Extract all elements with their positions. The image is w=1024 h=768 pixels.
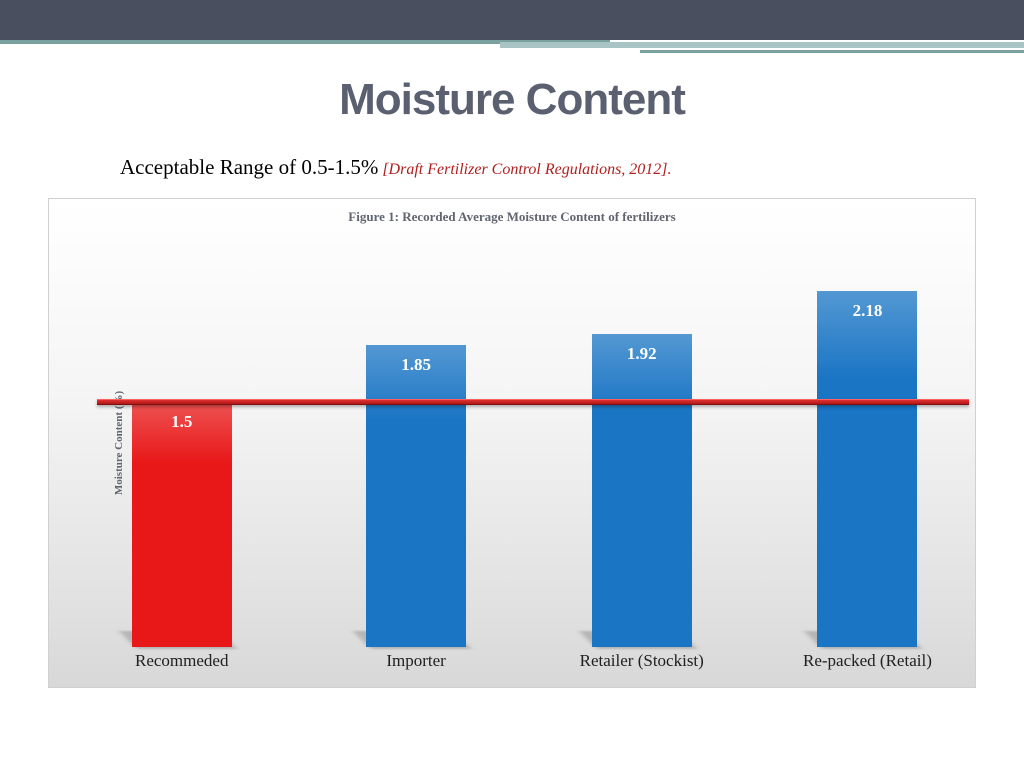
plot-area: 1.5 1.85 1.92 2.18: [97, 239, 965, 647]
header-bar: [0, 0, 1024, 40]
x-label-0: Recommeded: [92, 651, 272, 671]
subtitle-reference: [Draft Fertilizer Control Regulations, 2…: [382, 161, 671, 178]
bar-3: 2.18: [817, 291, 917, 647]
subtitle: Acceptable Range of 0.5-1.5% [Draft Fert…: [120, 155, 1024, 180]
bar-1: 1.85: [366, 345, 466, 647]
chart-title: Figure 1: Recorded Average Moisture Cont…: [49, 199, 975, 231]
x-label-3: Re-packed (Retail): [777, 651, 957, 671]
subtitle-main: Acceptable Range of 0.5-1.5%: [120, 155, 378, 179]
bar-chart: Figure 1: Recorded Average Moisture Cont…: [48, 198, 976, 688]
accent-stripes: [0, 40, 1024, 60]
bar-value-3: 2.18: [817, 301, 917, 321]
bar-value-2: 1.92: [592, 344, 692, 364]
bar-0: 1.5: [132, 402, 232, 647]
page-title: Moisture Content: [0, 75, 1024, 125]
reference-line: [97, 399, 969, 405]
x-label-2: Retailer (Stockist): [552, 651, 732, 671]
bar-2: 1.92: [592, 334, 692, 647]
x-axis-labels: RecommededImporterRetailer (Stockist)Re-…: [97, 651, 965, 679]
bar-value-0: 1.5: [132, 412, 232, 432]
bar-value-1: 1.85: [366, 355, 466, 375]
x-label-1: Importer: [326, 651, 506, 671]
